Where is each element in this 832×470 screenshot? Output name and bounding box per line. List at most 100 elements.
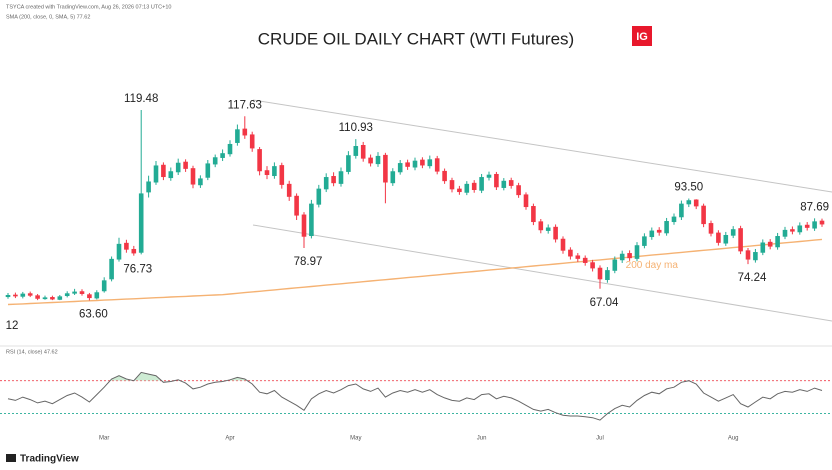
candle-body [390, 171, 396, 184]
rsi-label: RSI (14, close) 47.62 [6, 349, 58, 355]
candle-body [501, 180, 507, 188]
candle-body [745, 250, 751, 260]
candle-body [590, 262, 595, 269]
candle-body [101, 280, 107, 292]
candle-body [730, 229, 736, 236]
ma-label: 200 day ma [626, 260, 679, 271]
candle-body [693, 199, 699, 207]
candle-body [294, 195, 299, 216]
candle-body [442, 170, 447, 182]
high-label: 87.69 [800, 201, 829, 213]
candle-body [775, 236, 780, 248]
candle-body [412, 160, 418, 168]
candle-body [531, 206, 536, 223]
candle-body [242, 128, 248, 136]
x-tick-label: Mar [99, 436, 109, 442]
candle-body [42, 297, 48, 300]
candle-body [64, 293, 70, 297]
candle-body [686, 200, 692, 205]
candle-body [679, 203, 684, 218]
candle-body [804, 224, 810, 228]
channel-top [252, 99, 832, 193]
candle-body [183, 161, 188, 169]
candle-body [619, 253, 625, 261]
candle-body [568, 249, 573, 257]
candle-body [479, 177, 484, 191]
candle-body [538, 221, 544, 231]
candle-body [109, 258, 114, 280]
candle-body [582, 257, 588, 263]
candle-body [560, 238, 566, 251]
candle-body [116, 243, 122, 260]
candle-body [72, 291, 77, 294]
candle-body [760, 242, 766, 253]
low-label: 67.04 [590, 297, 619, 309]
candle-body [716, 232, 721, 243]
candle-body [819, 220, 825, 225]
candle-body [627, 253, 632, 259]
candle-body [168, 171, 174, 179]
candle-body [175, 162, 181, 173]
candle-body [13, 294, 18, 297]
candle-body [35, 295, 40, 299]
candle-body [249, 134, 255, 149]
candle-body [79, 291, 85, 294]
candle-body [545, 227, 551, 231]
candle-body [264, 170, 270, 175]
x-tick-label: Jun [477, 436, 487, 442]
candle-body [464, 183, 470, 193]
candle-body [301, 214, 307, 237]
candle-body [656, 229, 662, 233]
candle-body [286, 183, 292, 197]
candle-body [198, 178, 203, 186]
candle-body [309, 203, 314, 237]
candle-body [434, 158, 440, 172]
candle-body [360, 145, 366, 159]
candle-body [486, 174, 492, 178]
channel-bottom [252, 224, 832, 322]
footer-brand: TradingView [20, 454, 79, 465]
logo-box [632, 26, 652, 46]
candle-body [124, 242, 129, 250]
candle-body [94, 292, 100, 299]
candle-body [346, 155, 351, 172]
candle-body [161, 164, 166, 178]
indicator-label: SMA (200, close, 0, SMA, 5) 77.62 [6, 14, 90, 20]
candle-body [708, 223, 714, 234]
candle-body [753, 252, 758, 261]
x-tick-label: Aug [728, 436, 739, 442]
candle-body [220, 153, 225, 158]
candle-body [20, 293, 26, 297]
candle-body [153, 165, 159, 183]
candle-body [383, 154, 388, 183]
candle-body [338, 171, 344, 184]
candle-body [27, 293, 33, 296]
high-label: 93.50 [674, 182, 703, 194]
candle-body [405, 162, 410, 167]
candle-body [494, 173, 499, 188]
candle-body [50, 297, 55, 300]
candle-body [323, 177, 329, 190]
candle-body [671, 216, 677, 223]
candle-body [353, 146, 359, 156]
candle-body [553, 226, 558, 240]
high-label: 110.93 [339, 122, 373, 134]
candle-body [701, 205, 706, 225]
candle-body [227, 143, 233, 155]
low-label: 76.73 [123, 264, 152, 276]
candle-body [767, 241, 773, 247]
high-label: 119.48 [124, 93, 158, 105]
partial-label: 12 [6, 320, 19, 332]
x-tick-label: Jul [596, 436, 604, 442]
candle-body [634, 245, 640, 259]
candle-body [272, 166, 277, 177]
candle-body [397, 163, 403, 173]
candle-body [723, 235, 729, 244]
candle-body [612, 259, 618, 271]
credit: TSYCA created with TradingView.com, Aug … [6, 4, 171, 10]
candle-body [235, 129, 240, 143]
low-label: 74.24 [738, 272, 767, 284]
candle-body [87, 294, 92, 299]
rsi-line [7, 371, 823, 421]
